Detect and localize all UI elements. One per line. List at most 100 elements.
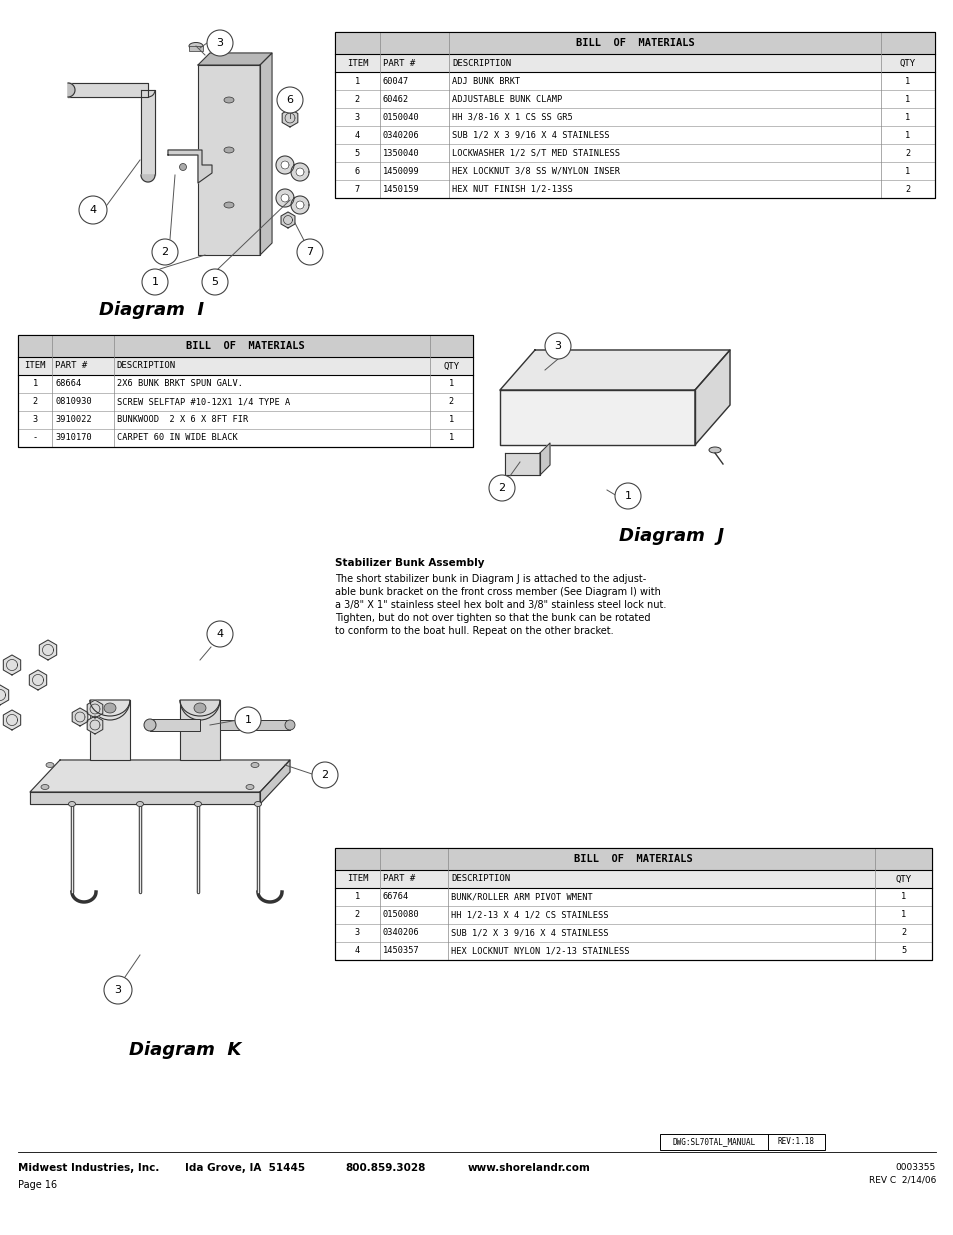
Ellipse shape bbox=[193, 703, 206, 713]
Polygon shape bbox=[141, 175, 154, 182]
Circle shape bbox=[544, 333, 571, 359]
Text: HH 1/2-13 X 4 1/2 CS STAINLESS: HH 1/2-13 X 4 1/2 CS STAINLESS bbox=[451, 910, 608, 920]
Text: 2: 2 bbox=[321, 769, 328, 781]
Text: 1: 1 bbox=[32, 379, 38, 389]
Text: 1350040: 1350040 bbox=[382, 148, 419, 158]
Text: HH 3/8-16 X 1 CS SS GR5: HH 3/8-16 X 1 CS SS GR5 bbox=[452, 112, 572, 121]
Text: 1: 1 bbox=[904, 112, 910, 121]
Bar bbox=[335, 32, 934, 198]
Text: 1: 1 bbox=[355, 77, 359, 85]
Text: 2: 2 bbox=[904, 148, 910, 158]
Text: 5: 5 bbox=[900, 946, 905, 956]
Text: BILL  OF  MATERIALS: BILL OF MATERIALS bbox=[574, 853, 692, 864]
Text: PART #: PART # bbox=[382, 874, 415, 883]
Bar bbox=[335, 32, 934, 198]
Polygon shape bbox=[281, 194, 289, 203]
Bar bbox=[18, 357, 473, 375]
Circle shape bbox=[207, 621, 233, 647]
Bar bbox=[189, 46, 203, 51]
Ellipse shape bbox=[136, 802, 143, 806]
Bar bbox=[90, 700, 130, 760]
Bar bbox=[198, 65, 260, 254]
Text: 1: 1 bbox=[900, 910, 905, 920]
Text: 3: 3 bbox=[355, 929, 359, 937]
Ellipse shape bbox=[251, 762, 258, 767]
Ellipse shape bbox=[285, 720, 294, 730]
Bar bbox=[18, 335, 473, 357]
Polygon shape bbox=[141, 90, 154, 175]
Bar bbox=[335, 848, 931, 960]
Wedge shape bbox=[90, 700, 130, 720]
Text: 0150080: 0150080 bbox=[382, 910, 419, 920]
Polygon shape bbox=[87, 700, 103, 718]
Text: 3910170: 3910170 bbox=[55, 433, 91, 442]
Polygon shape bbox=[260, 760, 290, 804]
Text: Diagram  I: Diagram I bbox=[99, 301, 204, 319]
Circle shape bbox=[234, 706, 261, 734]
Circle shape bbox=[79, 196, 107, 224]
Circle shape bbox=[489, 475, 515, 501]
Ellipse shape bbox=[46, 762, 54, 767]
Polygon shape bbox=[295, 201, 304, 209]
Text: 60047: 60047 bbox=[382, 77, 409, 85]
Polygon shape bbox=[4, 710, 21, 730]
Text: 2: 2 bbox=[161, 247, 169, 257]
Text: DESCRIPTION: DESCRIPTION bbox=[452, 58, 511, 68]
Text: BILL  OF  MATERIALS: BILL OF MATERIALS bbox=[186, 341, 305, 351]
Text: ADJ BUNK BRKT: ADJ BUNK BRKT bbox=[452, 77, 519, 85]
Text: 2: 2 bbox=[904, 184, 910, 194]
Text: 1: 1 bbox=[152, 277, 158, 287]
Text: 0150040: 0150040 bbox=[382, 112, 419, 121]
Text: -: - bbox=[32, 433, 38, 442]
Text: QTY: QTY bbox=[443, 362, 459, 370]
Polygon shape bbox=[504, 453, 539, 475]
Text: ITEM: ITEM bbox=[346, 874, 368, 883]
Text: 5: 5 bbox=[212, 277, 218, 287]
Bar bbox=[18, 335, 473, 447]
Text: 6: 6 bbox=[355, 167, 359, 175]
Text: SUB 1/2 X 3 9/16 X 4 STAINLESS: SUB 1/2 X 3 9/16 X 4 STAINLESS bbox=[452, 131, 609, 140]
Ellipse shape bbox=[254, 802, 261, 806]
Text: 60462: 60462 bbox=[382, 95, 409, 104]
Text: www.shorelandr.com: www.shorelandr.com bbox=[468, 1163, 590, 1173]
Text: LOCKWASHER 1/2 S/T MED STAINLESS: LOCKWASHER 1/2 S/T MED STAINLESS bbox=[452, 148, 619, 158]
Text: 0810930: 0810930 bbox=[55, 398, 91, 406]
Bar bbox=[659, 1134, 824, 1150]
Circle shape bbox=[296, 240, 323, 266]
Polygon shape bbox=[68, 83, 148, 98]
Text: 3: 3 bbox=[216, 38, 223, 48]
Polygon shape bbox=[72, 708, 88, 726]
Text: 6: 6 bbox=[286, 95, 294, 105]
Text: a 3/8" X 1" stainless steel hex bolt and 3/8" stainless steel lock nut.: a 3/8" X 1" stainless steel hex bolt and… bbox=[335, 600, 666, 610]
Text: 1: 1 bbox=[904, 77, 910, 85]
Ellipse shape bbox=[69, 802, 75, 806]
Text: 1: 1 bbox=[904, 95, 910, 104]
Text: 1: 1 bbox=[355, 893, 359, 902]
Wedge shape bbox=[180, 700, 220, 720]
Text: 0340206: 0340206 bbox=[382, 131, 419, 140]
Polygon shape bbox=[295, 168, 304, 177]
Text: 1: 1 bbox=[448, 433, 454, 442]
Bar bbox=[150, 719, 200, 731]
Text: BILL  OF  MATERIALS: BILL OF MATERIALS bbox=[575, 38, 694, 48]
Circle shape bbox=[312, 762, 337, 788]
Text: 2: 2 bbox=[355, 910, 359, 920]
Circle shape bbox=[276, 86, 303, 112]
Text: QTY: QTY bbox=[895, 874, 911, 883]
Polygon shape bbox=[275, 189, 294, 207]
Text: 2X6 BUNK BRKT SPUN GALV.: 2X6 BUNK BRKT SPUN GALV. bbox=[116, 379, 242, 389]
Polygon shape bbox=[30, 792, 260, 804]
Polygon shape bbox=[198, 53, 272, 65]
Text: 1: 1 bbox=[904, 131, 910, 140]
Text: REV C  2/14/06: REV C 2/14/06 bbox=[868, 1176, 935, 1186]
Text: 2: 2 bbox=[32, 398, 38, 406]
Circle shape bbox=[104, 976, 132, 1004]
Text: HEX LOCKNUT 3/8 SS W/NYLON INSER: HEX LOCKNUT 3/8 SS W/NYLON INSER bbox=[452, 167, 619, 175]
Polygon shape bbox=[260, 53, 272, 254]
Bar bbox=[335, 869, 931, 888]
Text: HEX LOCKNUT NYLON 1/2-13 STAINLESS: HEX LOCKNUT NYLON 1/2-13 STAINLESS bbox=[451, 946, 629, 956]
Bar bbox=[220, 720, 290, 730]
Ellipse shape bbox=[246, 784, 253, 789]
Text: 1: 1 bbox=[904, 167, 910, 175]
Polygon shape bbox=[275, 156, 294, 174]
